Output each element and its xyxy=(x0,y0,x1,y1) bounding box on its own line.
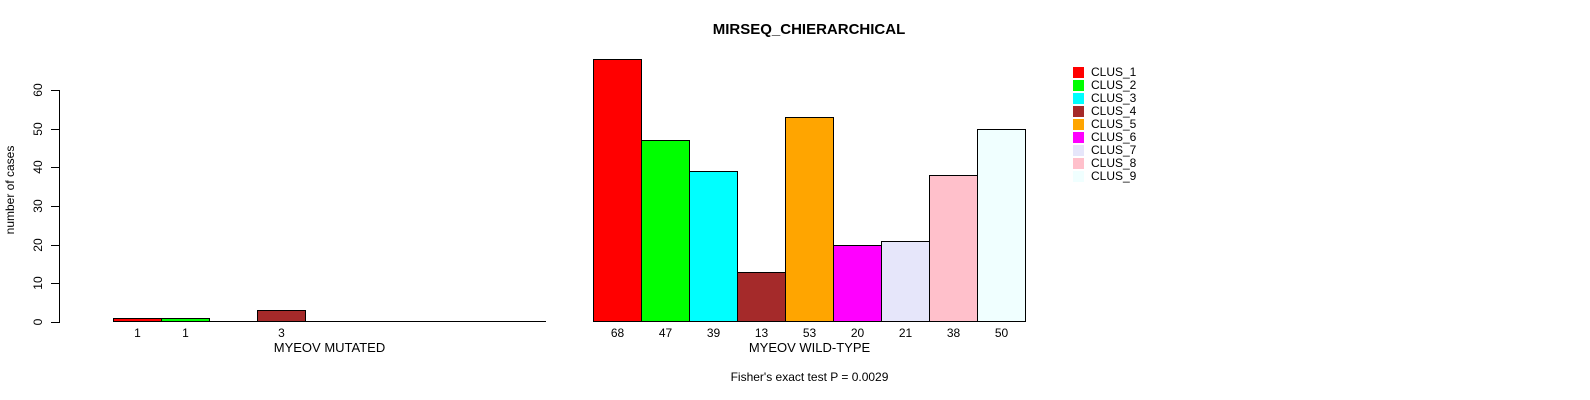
y-tick-20 xyxy=(51,245,59,246)
legend-item-label: CLUS_7 xyxy=(1091,143,1137,157)
y-tick-10 xyxy=(51,283,59,284)
legend-item-label: CLUS_5 xyxy=(1091,117,1137,131)
bar-CLUS_1-wildtype xyxy=(593,59,642,322)
bar-CLUS_7-wildtype xyxy=(881,241,930,322)
legend-item-clus_5: CLUS_5 xyxy=(1073,118,1136,131)
y-tick-label-20: 20 xyxy=(31,238,45,252)
bar-CLUS_4-mutated xyxy=(257,310,306,322)
bar-CLUS_6-wildtype xyxy=(833,245,882,322)
bar-count-label: 3 xyxy=(278,326,285,340)
x-axis-label-wildtype: MYEOV WILD-TYPE xyxy=(748,340,871,355)
legend-swatch-icon xyxy=(1073,132,1084,143)
legend-swatch-icon xyxy=(1073,80,1084,91)
y-tick-0 xyxy=(51,322,59,323)
bar-count-label: 20 xyxy=(850,326,865,340)
legend-swatch-icon xyxy=(1073,106,1084,117)
bar-count-label: 1 xyxy=(134,326,141,340)
panel-myeov-wildtype: 68 47 39 13 53 20 21 38 50 xyxy=(593,59,1026,340)
legend-swatch-icon xyxy=(1073,145,1084,156)
legend-item-clus_4: CLUS_4 xyxy=(1073,105,1136,118)
legend-item-label: CLUS_6 xyxy=(1091,130,1137,144)
y-tick-label-50: 50 xyxy=(31,122,45,136)
legend-swatch-icon xyxy=(1073,158,1084,169)
bar-count-label: 47 xyxy=(658,326,673,340)
legend-swatch-icon xyxy=(1073,67,1084,78)
y-tick-label-30: 30 xyxy=(31,199,45,213)
legend-item-clus_7: CLUS_7 xyxy=(1073,144,1136,157)
bar-count-label: 21 xyxy=(898,326,913,340)
y-tick-60 xyxy=(51,90,59,91)
bar-count-label: 50 xyxy=(994,326,1009,340)
bar-CLUS_4-wildtype xyxy=(737,272,786,322)
bar-CLUS_1-mutated xyxy=(113,318,162,322)
bar-count-label: 13 xyxy=(754,326,769,340)
bar-CLUS_8-wildtype xyxy=(929,175,978,322)
legend-item-clus_6: CLUS_6 xyxy=(1073,131,1136,144)
panel-myeov-mutated: 1 1 3 xyxy=(113,59,546,340)
legend-item-clus_2: CLUS_2 xyxy=(1073,79,1136,92)
y-tick-label-40: 40 xyxy=(31,160,45,174)
legend-item-label: CLUS_3 xyxy=(1091,91,1137,105)
bar-count-label: 38 xyxy=(946,326,961,340)
bar-count-label: 39 xyxy=(706,326,721,340)
legend-item-label: CLUS_1 xyxy=(1091,65,1137,79)
y-tick-50 xyxy=(51,129,59,130)
chart-title: MIRSEQ_CHIERARCHICAL xyxy=(712,21,906,38)
legend-item-label: CLUS_8 xyxy=(1091,156,1137,170)
y-tick-30 xyxy=(51,206,59,207)
legend: CLUS_1 CLUS_2 CLUS_3 CLUS_4 CLUS_5 CLUS_6 CLUS… xyxy=(1073,66,1136,183)
legend-item-clus_3: CLUS_3 xyxy=(1073,92,1136,105)
y-axis-line xyxy=(59,90,60,323)
fisher-test-annotation: Fisher's exact test P = 0.0029 xyxy=(730,370,889,384)
y-axis-label: number of cases xyxy=(3,145,17,235)
legend-swatch-icon xyxy=(1073,93,1084,104)
y-tick-label-10: 10 xyxy=(31,276,45,290)
bar-CLUS_2-wildtype xyxy=(641,140,690,322)
legend-item-clus_1: CLUS_1 xyxy=(1073,66,1136,79)
x-axis-label-mutated: MYEOV MUTATED xyxy=(273,340,386,355)
bar-count-label: 53 xyxy=(802,326,817,340)
bar-CLUS_5-wildtype xyxy=(785,117,834,322)
y-tick-label-0: 0 xyxy=(31,318,45,326)
legend-item-label: CLUS_4 xyxy=(1091,104,1137,118)
bar-CLUS_3-wildtype xyxy=(689,171,738,322)
x-axis-line-mutated xyxy=(113,321,546,322)
bar-count-label: 1 xyxy=(182,326,189,340)
y-tick-label-60: 60 xyxy=(31,83,45,97)
legend-item-clus_9: CLUS_9 xyxy=(1073,170,1136,183)
bar-CLUS_9-wildtype xyxy=(977,129,1026,322)
y-tick-40 xyxy=(51,167,59,168)
legend-item-clus_8: CLUS_8 xyxy=(1073,157,1136,170)
legend-swatch-icon xyxy=(1073,119,1084,130)
legend-item-label: CLUS_2 xyxy=(1091,78,1137,92)
bar-count-label: 68 xyxy=(610,326,625,340)
legend-item-label: CLUS_9 xyxy=(1091,169,1137,183)
bar-CLUS_2-mutated xyxy=(161,318,210,322)
legend-swatch-icon xyxy=(1073,171,1084,182)
